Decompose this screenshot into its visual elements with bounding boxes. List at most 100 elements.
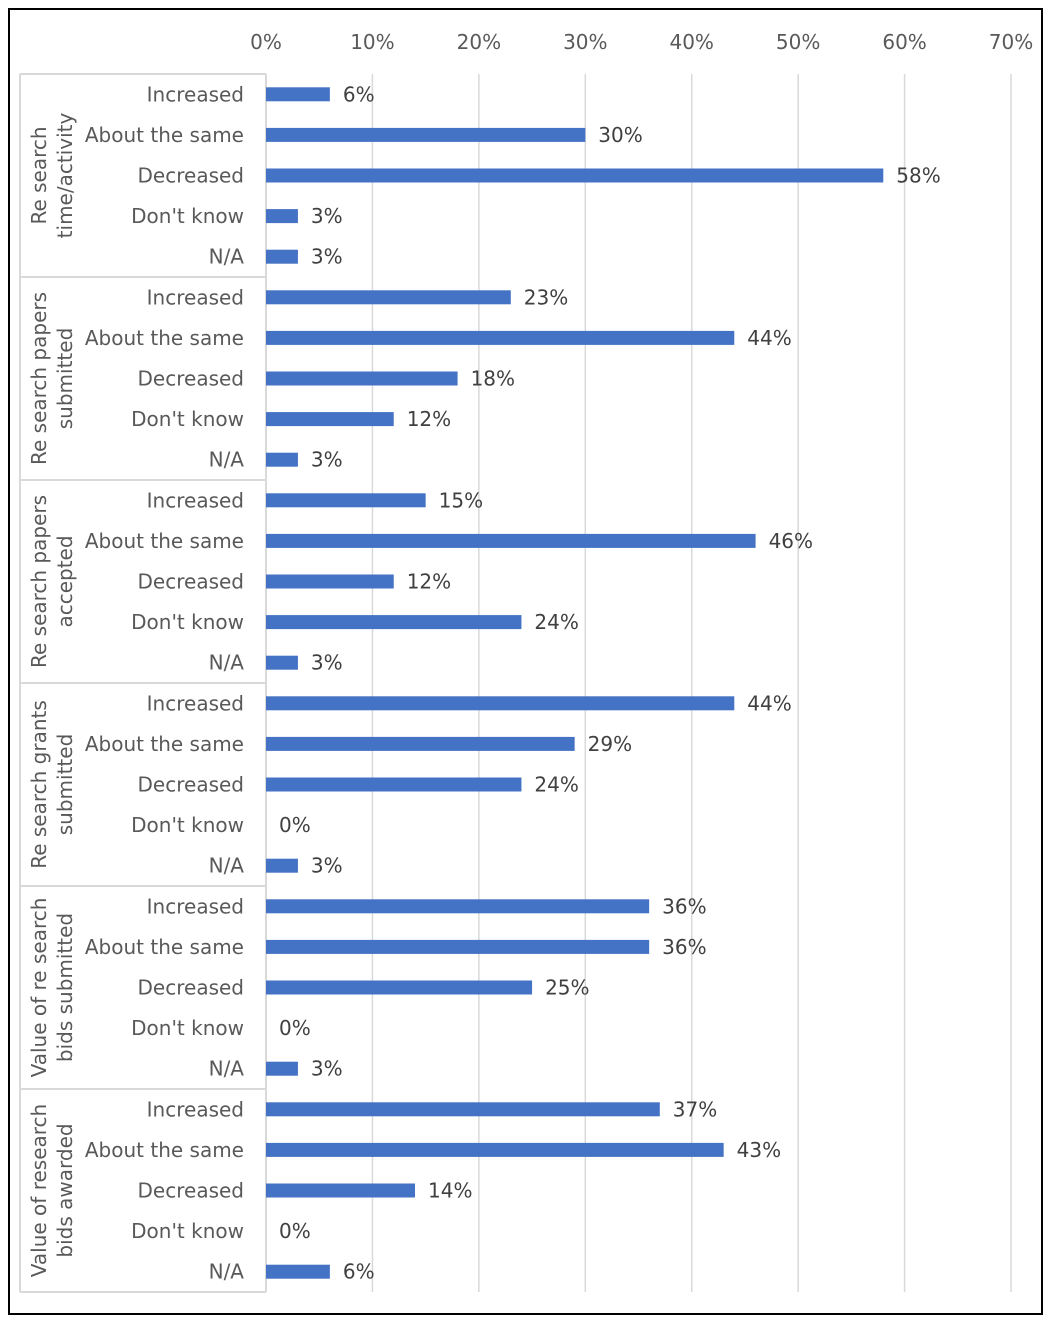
- bar: [266, 1102, 660, 1117]
- labels: Increased 6% About the same 30% Decreased 58%…: [27, 82, 941, 1283]
- data-label: 3%: [311, 854, 343, 878]
- chart-frame: [8, 8, 1043, 1315]
- group-label-line: accepted: [53, 535, 77, 627]
- x-axis-ticks: 0% 10% 20% 30% 40% 50% 60% 70%: [250, 30, 1033, 54]
- category-label: About the same: [85, 529, 244, 553]
- bar: [266, 87, 330, 102]
- bar: [266, 209, 298, 224]
- data-label: 0%: [279, 813, 311, 837]
- bar: [266, 412, 394, 427]
- category-label: N/A: [209, 1260, 245, 1284]
- bar: [266, 696, 735, 711]
- bar: [266, 980, 533, 995]
- category-label: About the same: [85, 326, 244, 350]
- bar: [266, 615, 522, 630]
- group-label-line: Re search: [27, 126, 51, 224]
- data-label: 24%: [534, 610, 578, 634]
- x-tick-label: 70%: [989, 30, 1033, 54]
- category-label: Don't know: [131, 610, 244, 634]
- gridlines: [371, 74, 1012, 1292]
- bar: [266, 655, 298, 670]
- data-label: 25%: [545, 976, 589, 1000]
- data-label: 3%: [311, 1057, 343, 1081]
- bar: [266, 371, 458, 386]
- bar: [266, 939, 650, 954]
- data-label: 15%: [439, 488, 483, 512]
- bar: [266, 1264, 330, 1279]
- data-label: 29%: [588, 732, 632, 756]
- data-label: 46%: [769, 529, 813, 553]
- category-label: About the same: [85, 732, 244, 756]
- category-axis-frame: [19, 73, 267, 1293]
- category-label: N/A: [209, 448, 245, 472]
- x-tick-label: 40%: [669, 30, 713, 54]
- category-label: Decreased: [138, 164, 244, 188]
- x-tick-label: 60%: [882, 30, 926, 54]
- data-label: 44%: [747, 691, 791, 715]
- data-label: 3%: [311, 651, 343, 675]
- data-label: 37%: [673, 1097, 717, 1121]
- data-label: 0%: [279, 1219, 311, 1243]
- bar: [266, 330, 735, 345]
- group-label: Re search papers accepted: [27, 495, 77, 668]
- group-label-line: Value of research: [27, 1104, 51, 1277]
- group-label: Re search time/activity: [27, 113, 77, 239]
- data-label: 36%: [662, 935, 706, 959]
- category-label: About the same: [85, 123, 244, 147]
- group-label: Value of re search bids submitted: [27, 898, 77, 1078]
- bar: [266, 249, 298, 264]
- data-label: 3%: [311, 204, 343, 228]
- x-tick-label: 20%: [457, 30, 501, 54]
- category-label: Decreased: [138, 773, 244, 797]
- category-label: Increased: [147, 894, 244, 918]
- group-label-line: bids submitted: [53, 913, 77, 1062]
- data-label: 24%: [534, 773, 578, 797]
- category-label: Decreased: [138, 367, 244, 391]
- bar: [266, 899, 650, 914]
- category-label: Decreased: [138, 1179, 244, 1203]
- bar: [266, 858, 298, 873]
- data-label: 23%: [524, 285, 568, 309]
- group-label-line: time/activity: [53, 113, 77, 239]
- category-label: N/A: [209, 1057, 245, 1081]
- group-label: Value of research bids awarded: [27, 1104, 77, 1277]
- category-label: Increased: [147, 1097, 244, 1121]
- data-label: 6%: [343, 1260, 375, 1284]
- data-label: 12%: [407, 570, 451, 594]
- group-label-line: submitted: [53, 328, 77, 430]
- data-label: 6%: [343, 82, 375, 106]
- data-label: 3%: [311, 448, 343, 472]
- category-label: Decreased: [138, 570, 244, 594]
- category-label: Don't know: [131, 407, 244, 431]
- bars: [266, 87, 884, 1279]
- group-label-line: Re search papers: [27, 292, 51, 465]
- bar: [266, 777, 522, 792]
- category-label: About the same: [85, 1138, 244, 1162]
- x-tick-label: 0%: [250, 30, 282, 54]
- category-label: Don't know: [131, 1016, 244, 1040]
- group-label-line: submitted: [53, 734, 77, 836]
- group-label-line: Value of re search: [27, 898, 51, 1078]
- group-label-line: Re search grants: [27, 700, 51, 869]
- data-label: 58%: [896, 164, 940, 188]
- data-label: 12%: [407, 407, 451, 431]
- data-label: 44%: [747, 326, 791, 350]
- x-tick-label: 10%: [350, 30, 394, 54]
- bar: [266, 1142, 724, 1157]
- category-label: N/A: [209, 245, 245, 269]
- category-label: Don't know: [131, 1219, 244, 1243]
- data-label: 3%: [311, 245, 343, 269]
- category-label: N/A: [209, 854, 245, 878]
- category-label: Decreased: [138, 976, 244, 1000]
- data-label: 30%: [598, 123, 642, 147]
- bar: [266, 1183, 416, 1198]
- bar: [266, 574, 394, 589]
- category-label: Increased: [147, 285, 244, 309]
- bar: [266, 1061, 298, 1076]
- x-tick-label: 50%: [776, 30, 820, 54]
- group-label-line: Re search papers: [27, 495, 51, 668]
- category-label: Increased: [147, 488, 244, 512]
- category-label: Don't know: [131, 204, 244, 228]
